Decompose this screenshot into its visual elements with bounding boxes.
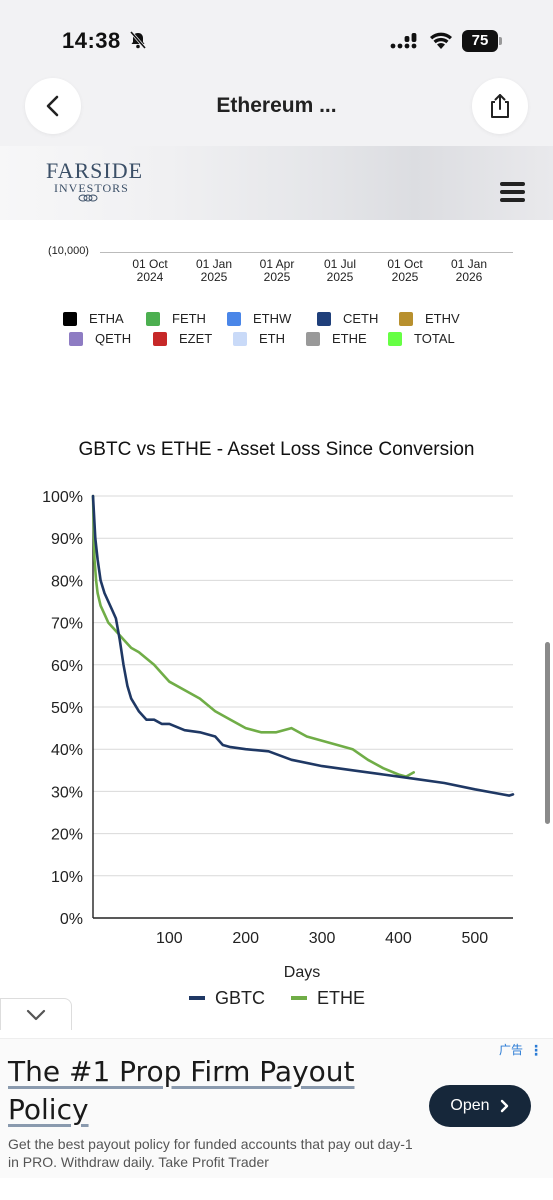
chevron-right-icon	[500, 1099, 508, 1113]
legend-swatch	[399, 311, 413, 326]
ad-headline[interactable]: The #1 Prop Firm Payout Policy	[8, 1055, 355, 1126]
legend-swatch	[306, 331, 320, 346]
upper-x-tick: 01 Jul 2025	[323, 257, 357, 284]
legend-swatch	[63, 311, 77, 326]
y-tick-label: 100%	[42, 489, 83, 506]
upper-x-tick: 01 Apr 2025	[259, 257, 295, 284]
upper-y-label: (10,000)	[48, 245, 89, 257]
share-button[interactable]	[472, 78, 528, 134]
legend-item-eth[interactable]: ETH	[233, 331, 285, 346]
legend-swatch	[146, 311, 160, 326]
legend-item-feth[interactable]: FETH	[146, 311, 206, 326]
legend-swatch	[153, 331, 167, 346]
series-line-ethe	[91, 494, 415, 778]
browser-nav-bar: Ethereum ...	[0, 70, 553, 146]
chevron-left-icon	[46, 95, 59, 117]
legend-item-qeth[interactable]: QETH	[69, 331, 131, 346]
upper-x-tick: 01 Jan 2026	[450, 257, 488, 284]
legend-item-ethe[interactable]: ETHE	[306, 331, 367, 346]
battery-level: 75	[462, 30, 498, 52]
x-tick-label: 400	[385, 930, 412, 947]
logo-line2: INVESTORS	[54, 181, 129, 195]
status-time: 14:38	[62, 28, 121, 53]
legend-item-etha[interactable]: ETHA	[63, 311, 124, 326]
y-tick-label: 80%	[51, 573, 83, 590]
logo-line1: FARSIDE	[46, 158, 144, 183]
more-options-icon: ⋮	[529, 1041, 543, 1058]
battery-icon: 75	[462, 30, 502, 52]
x-tick-label: 100	[156, 930, 183, 947]
legend-item-ethv[interactable]: ETHV	[399, 311, 460, 326]
logo-mark-icon	[46, 194, 143, 205]
flows-chart-legend: ETHA FETH ETHW CETH ETHV QETH EZET ETH E…	[0, 300, 553, 360]
flows-chart-fragment: (10,000) 01 Oct 2024 01 Jan 2025 01 Apr 202…	[0, 220, 553, 295]
legend-swatch	[317, 311, 331, 326]
upper-x-tick: 01 Jan 2025	[195, 257, 233, 284]
legend-item-ceth[interactable]: CETH	[317, 311, 378, 326]
ad-content[interactable]: 广告 ⋮ The #1 Prop Firm Payout Policy Get t…	[0, 1038, 553, 1178]
ad-open-label: Open	[450, 1097, 490, 1114]
y-tick-label: 20%	[51, 827, 83, 844]
site-header: FARSIDE INVESTORS	[0, 146, 553, 220]
x-axis-label: Days	[284, 964, 320, 981]
y-tick-label: 70%	[51, 616, 83, 633]
wifi-icon	[430, 32, 452, 49]
back-button[interactable]	[25, 78, 81, 134]
series-line-gbtc	[91, 494, 515, 797]
y-tick-label: 40%	[51, 742, 83, 759]
y-tick-label: 10%	[51, 869, 83, 886]
ad-description: Get the best payout policy for funded ac…	[8, 1136, 413, 1170]
x-tick-label: 200	[232, 930, 259, 947]
x-tick-label: 500	[461, 930, 488, 947]
legend-item-ezet[interactable]: EZET	[153, 331, 212, 346]
legend-item-total[interactable]: TOTAL	[388, 331, 455, 346]
y-tick-label: 30%	[51, 784, 83, 801]
page-scrollbar[interactable]	[545, 642, 550, 824]
asset-loss-chart: 0% 10% 20% 30% 40% 50% 60% 70% 80% 90% 100% 100 200 3…	[42, 489, 515, 1008]
upper-x-tick: 01 Oct 2024	[132, 257, 168, 284]
legend-swatch	[233, 331, 247, 346]
legend-item-ethw[interactable]: ETHW	[227, 311, 291, 326]
upper-x-axis	[100, 252, 513, 253]
x-tick-label: 300	[309, 930, 336, 947]
y-tick-label: 90%	[51, 531, 83, 548]
legend-swatch	[69, 331, 83, 346]
legend-label-gbtc: GBTC	[215, 988, 265, 1008]
ad-open-button[interactable]: Open	[429, 1085, 531, 1127]
legend-swatch	[388, 331, 402, 346]
ad-banner[interactable]: 广告 ⋮ The #1 Prop Firm Payout Policy Get t…	[0, 1030, 553, 1200]
share-icon	[491, 94, 509, 118]
farside-logo[interactable]: FARSIDE INVESTORS	[46, 160, 143, 205]
y-tick-label: 60%	[51, 658, 83, 675]
upper-x-tick: 01 Oct 2025	[387, 257, 423, 284]
legend-label-ethe: ETHE	[317, 988, 365, 1008]
ad-collapse-button[interactable]	[0, 998, 72, 1030]
page-title: Ethereum ...	[216, 94, 337, 117]
hamburger-menu-icon[interactable]	[500, 182, 525, 204]
ad-choices-label[interactable]: 广告 ⋮	[498, 1041, 543, 1058]
status-bar: 14:38 75	[0, 0, 553, 70]
chevron-down-icon	[26, 1009, 46, 1020]
chart-title: GBTC vs ETHE - Asset Loss Since Conversi…	[78, 439, 475, 460]
signal-icon	[390, 33, 417, 49]
bell-muted-icon	[129, 31, 147, 49]
y-tick-label: 50%	[51, 700, 83, 717]
legend-swatch	[227, 311, 241, 326]
y-tick-label: 0%	[60, 911, 83, 928]
